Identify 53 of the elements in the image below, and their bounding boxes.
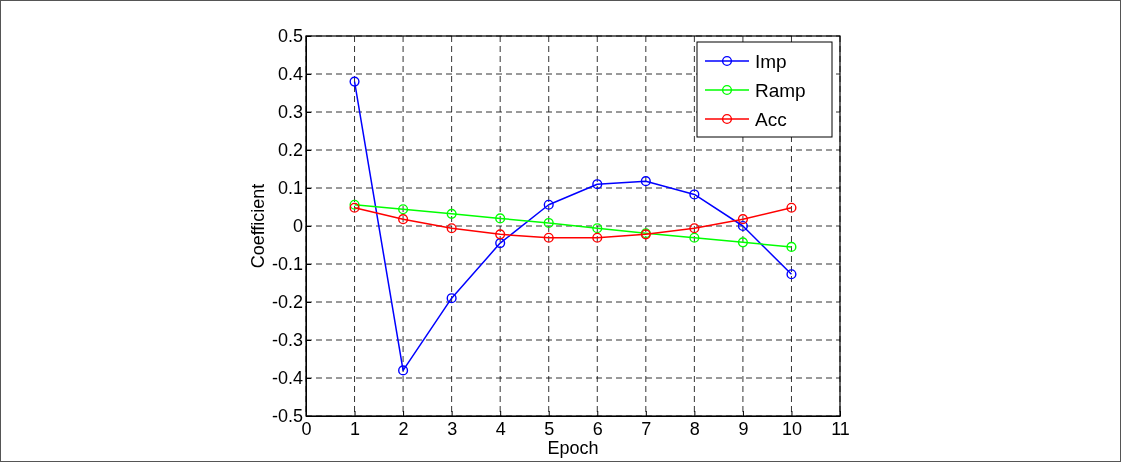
y-axis-title: Coefficient xyxy=(248,183,268,269)
x-tick-label: 7 xyxy=(641,419,652,440)
legend-label: Acc xyxy=(755,109,787,130)
legend-label: Ramp xyxy=(755,80,806,101)
x-axis-title: Epoch xyxy=(547,438,599,458)
y-tick-label: 0.3 xyxy=(277,102,303,123)
point xyxy=(640,176,651,187)
x-tick-label: 4 xyxy=(495,419,506,440)
x-tick-label: 8 xyxy=(689,419,700,440)
y-tick-label: -0.4 xyxy=(271,368,303,389)
y-tick-label: 0.4 xyxy=(277,64,303,85)
point xyxy=(495,229,506,240)
point xyxy=(446,293,457,304)
point xyxy=(786,202,797,213)
point xyxy=(592,232,603,243)
point xyxy=(689,223,700,234)
point xyxy=(398,365,409,376)
y-tick-label: 0 xyxy=(292,216,303,237)
point xyxy=(543,232,554,243)
x-tick-label: 1 xyxy=(350,419,361,440)
y-tick-label: 0.1 xyxy=(277,178,303,199)
point xyxy=(446,208,457,219)
point xyxy=(737,237,748,248)
point xyxy=(495,213,506,224)
point xyxy=(786,241,797,252)
x-tick-label: 6 xyxy=(592,419,603,440)
point xyxy=(689,189,700,200)
point xyxy=(543,217,554,229)
point xyxy=(543,199,554,210)
point xyxy=(737,220,748,232)
y-tick-label: -0.3 xyxy=(271,330,303,351)
point xyxy=(786,269,797,280)
x-tick-label: 5 xyxy=(544,419,555,440)
legend-label: Imp xyxy=(755,51,787,72)
point xyxy=(689,232,700,243)
y-tick-label: -0.2 xyxy=(271,292,303,313)
point xyxy=(398,214,409,225)
y-tick-label: 0.5 xyxy=(277,26,303,47)
point xyxy=(349,76,360,87)
x-tick-label: 2 xyxy=(398,419,409,440)
y-tick-label: -0.5 xyxy=(271,406,303,427)
point xyxy=(737,214,748,225)
point xyxy=(398,204,409,215)
point xyxy=(592,223,603,234)
point xyxy=(495,238,506,249)
x-tick-label: 11 xyxy=(831,419,850,440)
point xyxy=(446,223,457,234)
x-tick-label: 3 xyxy=(447,419,458,440)
point xyxy=(592,179,603,190)
y-tick-label: -0.1 xyxy=(271,254,303,275)
x-tick-label: 10 xyxy=(781,419,802,440)
x-tick-label: 9 xyxy=(738,419,749,440)
y-tick-label: 0.2 xyxy=(277,140,303,161)
